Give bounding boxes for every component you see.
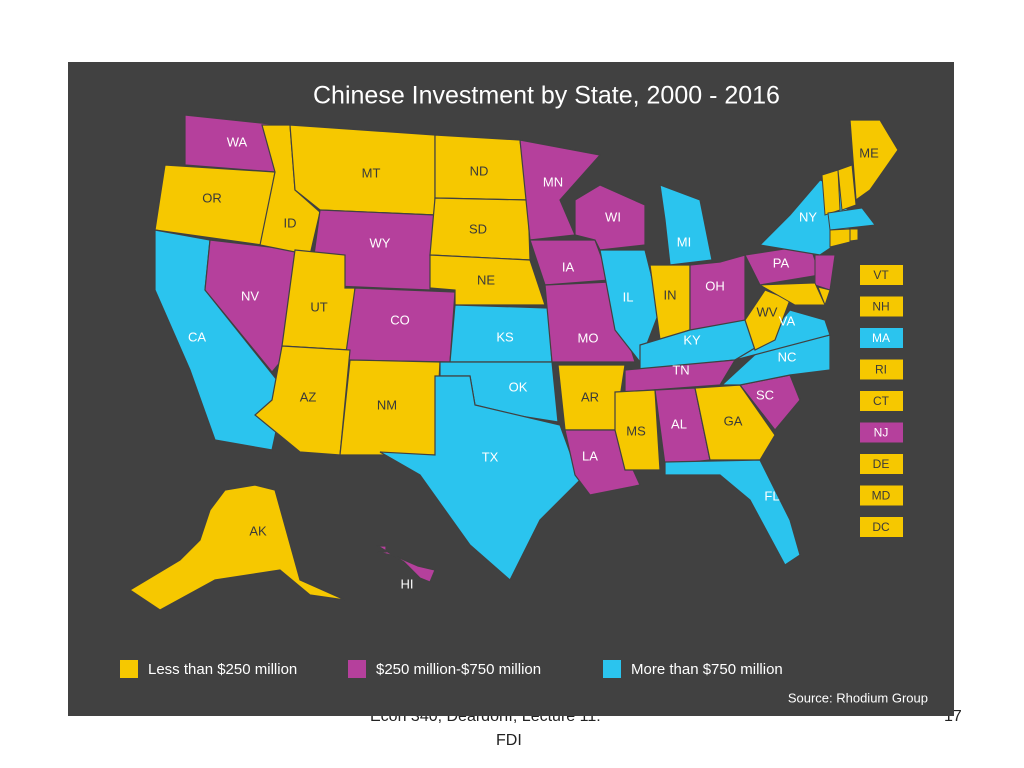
state-label: WA: [227, 134, 248, 149]
state-label: WI: [605, 209, 621, 224]
state-shape: [821, 169, 841, 216]
state-label: TN: [672, 362, 689, 377]
footer-line: FDI: [496, 732, 522, 749]
state-label: MS: [626, 423, 646, 438]
state-shape: [758, 282, 826, 306]
state-shape: [659, 184, 713, 266]
state-box-label: DC: [872, 520, 890, 534]
state-box-label: DE: [873, 457, 890, 471]
state-shape: [574, 184, 646, 251]
legend-label: $250 million-$750 million: [376, 661, 541, 678]
state-label: SC: [756, 387, 774, 402]
state-label: NE: [477, 272, 495, 287]
state-label: ID: [284, 215, 297, 230]
state-label: LA: [582, 448, 598, 463]
state-box-label: RI: [875, 363, 887, 377]
state-box: [860, 454, 903, 474]
state-box: [860, 391, 903, 411]
state-label: OK: [509, 379, 528, 394]
state-shape: [614, 389, 661, 471]
legend-swatch: [120, 660, 138, 678]
state-label: VA: [779, 313, 796, 328]
state-shape: [128, 484, 346, 611]
state-box-label: VT: [873, 268, 889, 282]
state-shape: [599, 249, 661, 364]
state-label: MI: [677, 234, 691, 249]
state-label: CA: [188, 329, 206, 344]
state-label: PA: [773, 255, 790, 270]
state-label: FL: [764, 488, 779, 503]
state-label: KS: [496, 329, 514, 344]
state-label: ME: [859, 145, 879, 160]
state-label: AR: [581, 389, 599, 404]
state-box: [860, 422, 903, 443]
state-label: KY: [683, 332, 701, 347]
state-label: HI: [401, 576, 414, 591]
state-shape: [375, 545, 436, 583]
legend-label: Less than $250 million: [148, 661, 297, 678]
state-label: SD: [469, 221, 487, 236]
state-box-label: MA: [872, 331, 890, 345]
state-shape: [849, 228, 859, 242]
state-box-label: MD: [872, 489, 891, 503]
legend-label: More than $750 million: [631, 661, 783, 678]
state-shape: [519, 139, 602, 241]
state-label: NV: [241, 288, 259, 303]
state-box: [860, 359, 903, 380]
state-label: MO: [578, 330, 599, 345]
state-box-label: NH: [872, 300, 889, 314]
map-title: Chinese Investment by State, 2000 - 2016: [313, 82, 780, 110]
state-shape: [379, 375, 581, 581]
state-label: IL: [623, 289, 634, 304]
state-label: WV: [757, 304, 778, 319]
source: Source: Rhodium Group: [788, 690, 928, 705]
state-shape: [849, 119, 899, 202]
state-label: IA: [562, 259, 575, 274]
state-label: NC: [778, 349, 797, 364]
legend-swatch: [603, 660, 621, 678]
state-shape: [827, 207, 876, 231]
state-box-label: NJ: [874, 426, 889, 440]
legend-swatch: [348, 660, 366, 678]
state-label: NY: [799, 209, 817, 224]
state-label: GA: [724, 413, 743, 428]
state-label: NM: [377, 397, 397, 412]
state-shape: [817, 286, 831, 307]
state-label: AK: [249, 523, 267, 538]
state-box: [860, 296, 903, 317]
state-box: [860, 265, 903, 285]
state-shape: [664, 459, 801, 566]
state-box: [860, 328, 903, 348]
state-label: IN: [664, 287, 677, 302]
state-box-label: CT: [873, 394, 890, 408]
state-label: WY: [370, 235, 391, 250]
state-shape: [837, 164, 857, 211]
state-shape: [624, 359, 737, 393]
state-shape: [829, 228, 851, 248]
state-label: MN: [543, 174, 563, 189]
state-label: AZ: [300, 389, 317, 404]
state-label: ND: [470, 163, 489, 178]
state-box: [860, 485, 903, 506]
state-label: CO: [390, 312, 410, 327]
state-shape: [744, 289, 791, 351]
state-label: AL: [671, 416, 687, 431]
map-image: Chinese Investment by State, 2000 - 2016…: [68, 62, 954, 716]
state-shape: [254, 345, 351, 456]
state-label: UT: [310, 299, 327, 314]
state-label: TX: [482, 449, 499, 464]
state-label: MT: [362, 165, 381, 180]
state-label: OH: [705, 278, 725, 293]
state-label: OR: [202, 190, 222, 205]
state-box: [860, 517, 903, 537]
